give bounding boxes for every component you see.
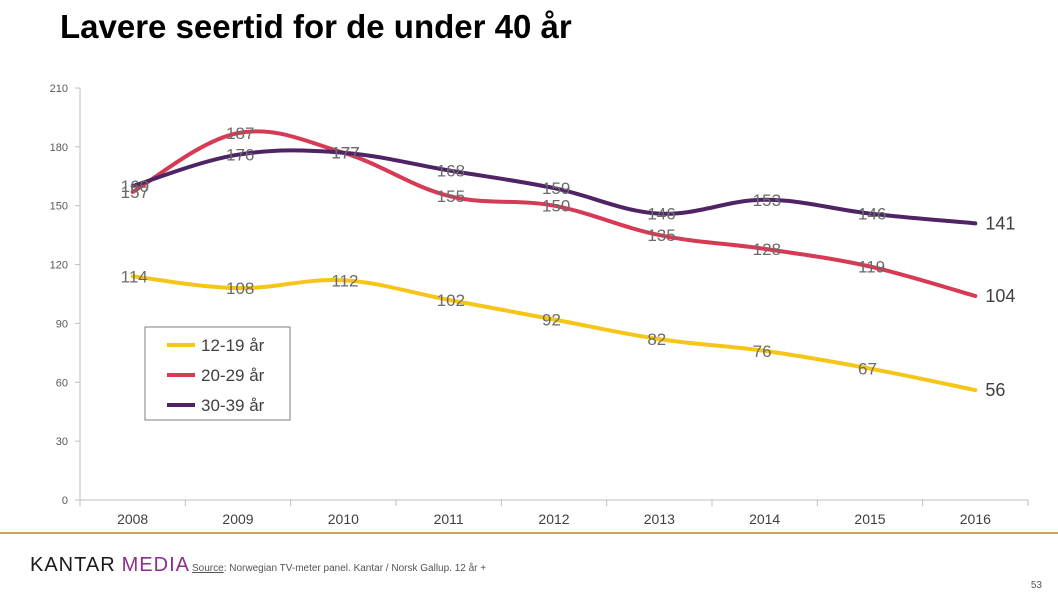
data-label: 177 [331,144,359,163]
data-label: 146 [647,205,675,224]
legend-label: 20-29 år [201,366,265,385]
series-line [130,274,978,393]
series-line [130,148,978,226]
brand-logo-word-media: MEDIA [121,554,190,576]
data-labels: 114 108 112 102 92 82 76 67 56 157 187 177 155 150 135… [121,124,1016,400]
line-chart: 0 30 60 90 120 150 180 210 2008 2009 2010 2011 2012 2… [50,83,1029,527]
page-title: Lavere seertid for de under 40 år [60,8,572,45]
series-lines [130,129,978,393]
y-tick-label: 90 [56,318,68,330]
page-number: 53 [1030,580,1042,591]
x-tick-label: 2012 [538,511,569,527]
data-label: 112 [331,271,358,290]
data-label: 168 [437,161,465,180]
data-label: 76 [753,342,772,361]
x-tick-label: 2010 [328,511,359,527]
data-label: 104 [985,286,1015,306]
source-note: Source: Norwegian TV-meter panel. Kantar… [192,563,486,574]
data-label: 119 [858,258,885,277]
data-label: 187 [226,124,254,143]
data-label: 157 [121,183,149,202]
x-tick-label: 2016 [960,511,991,527]
legend-label: 12-19 år [201,336,265,355]
data-label: 56 [985,380,1005,400]
x-tick-label: 2013 [644,511,675,527]
data-label: 67 [858,360,877,379]
data-label: 92 [542,311,561,330]
x-tick-label: 2015 [854,511,885,527]
data-label: 155 [437,187,465,206]
source-text: : Norwegian TV-meter panel. Kantar / Nor… [223,563,487,574]
y-tick-label: 0 [62,495,68,507]
data-label: 128 [753,240,781,259]
x-tick-label: 2011 [434,511,464,527]
brand-logo-word-kantar: KANTAR [30,554,116,576]
x-tick-label: 2008 [117,511,148,527]
brand-logo: KANTAR MEDIA [30,554,190,577]
data-label: 153 [753,191,781,210]
chart-axes: 0 30 60 90 120 150 180 210 2008 2009 2010 2011 2012 2… [50,83,1029,527]
y-tick-label: 210 [50,83,68,95]
y-tick-label: 120 [50,260,68,272]
data-label: 108 [226,279,254,298]
data-label: 177 [331,144,359,163]
data-label: 150 [542,197,570,216]
source-label: Source [192,563,224,574]
data-label: 102 [437,291,465,310]
y-tick-label: 30 [56,436,68,448]
series-line [130,129,978,298]
legend-label: 30-39 år [201,396,265,415]
y-tick-label: 180 [50,142,68,154]
data-label: 176 [226,146,254,165]
footer-divider [0,532,1058,534]
x-tick-label: 2014 [749,511,780,527]
data-label: 135 [647,226,675,245]
data-label: 160 [121,177,149,196]
data-label: 82 [647,330,666,349]
chart-legend: 12-19 år 20-29 år 30-39 år [144,326,291,421]
data-label: 114 [121,267,148,286]
data-label: 159 [542,179,570,198]
y-tick-label: 150 [50,201,68,213]
y-tick-label: 60 [56,377,68,389]
data-label: 146 [858,205,886,224]
data-label: 141 [985,213,1015,233]
x-tick-label: 2009 [222,511,253,527]
